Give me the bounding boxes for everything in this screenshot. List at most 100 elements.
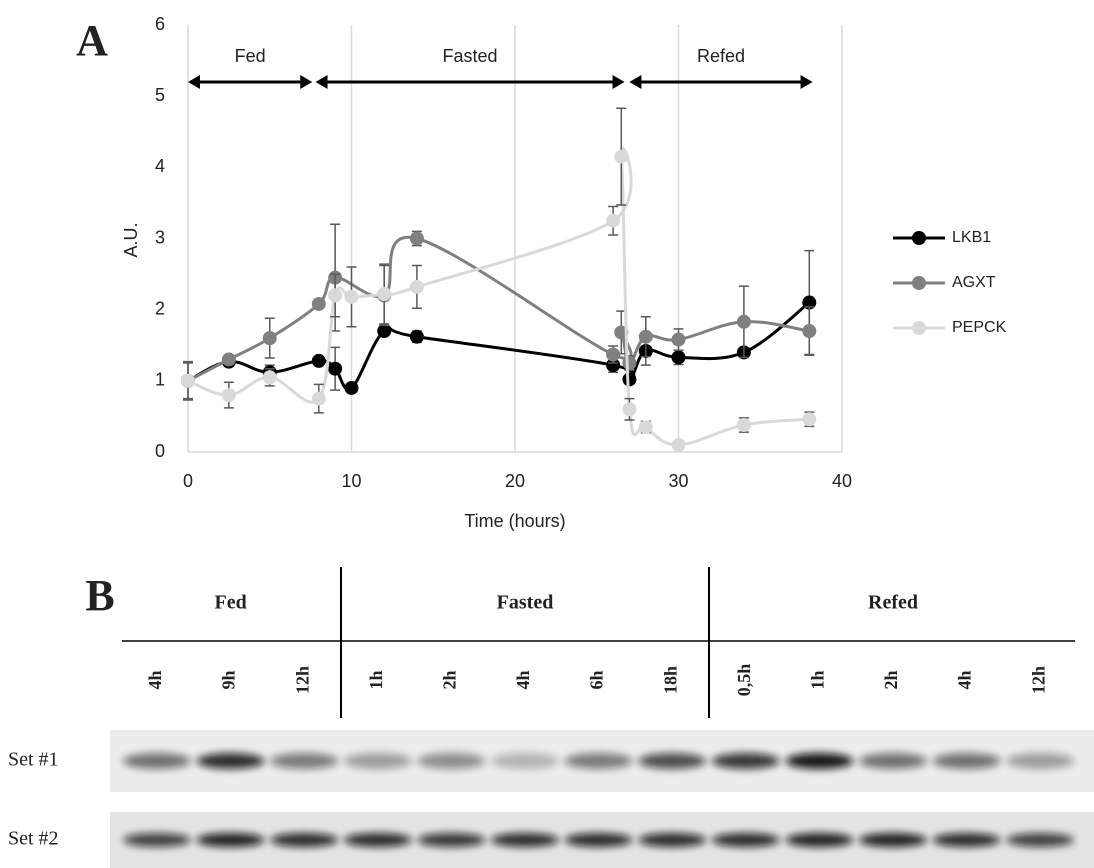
blot-band bbox=[638, 833, 707, 847]
data-point bbox=[409, 329, 424, 344]
group-label: Fasted bbox=[497, 592, 554, 614]
blot-band bbox=[343, 753, 412, 769]
lane-label: 12h bbox=[292, 666, 312, 694]
data-point bbox=[262, 370, 277, 385]
data-point bbox=[377, 324, 392, 339]
data-point bbox=[181, 373, 195, 388]
blot-band bbox=[123, 833, 191, 847]
y-tick-label: 6 bbox=[155, 14, 165, 34]
data-point bbox=[606, 347, 621, 362]
data-point bbox=[606, 213, 621, 228]
lane-label: 2h bbox=[440, 670, 460, 689]
data-point bbox=[671, 437, 686, 452]
group-label: Fed bbox=[214, 592, 246, 614]
blot-band bbox=[859, 753, 927, 769]
blot-band bbox=[859, 833, 927, 847]
data-point bbox=[221, 388, 236, 403]
data-point bbox=[262, 331, 277, 346]
data-point bbox=[671, 332, 686, 347]
lane-label: 1h bbox=[808, 670, 828, 689]
lane-label: 4h bbox=[955, 670, 975, 689]
blot-band bbox=[123, 753, 191, 769]
lane-label: 4h bbox=[145, 670, 165, 689]
y-tick-label: 5 bbox=[155, 85, 165, 105]
blot-band bbox=[638, 753, 707, 769]
lane-label: 18h bbox=[660, 666, 680, 694]
data-point bbox=[328, 288, 343, 303]
panel-label: A bbox=[76, 16, 108, 65]
blot-band bbox=[1006, 833, 1075, 847]
data-point bbox=[622, 402, 637, 417]
y-axis-label: A.U. bbox=[121, 222, 141, 257]
blot-band bbox=[711, 753, 780, 769]
series-line bbox=[187, 235, 810, 383]
blot-band bbox=[343, 833, 412, 847]
blot-band bbox=[417, 833, 486, 847]
data-point bbox=[622, 372, 637, 387]
data-point bbox=[802, 324, 817, 339]
blot-band bbox=[785, 833, 854, 847]
x-tick-label: 30 bbox=[668, 471, 688, 491]
lane-label: 2h bbox=[881, 670, 901, 689]
data-point bbox=[736, 417, 751, 432]
data-point bbox=[802, 412, 817, 427]
data-point bbox=[622, 356, 637, 371]
series-line bbox=[187, 301, 811, 391]
blot-band bbox=[1006, 753, 1075, 769]
legend-label: AGXT bbox=[952, 274, 996, 291]
row-label: Set #1 bbox=[8, 749, 59, 771]
data-point bbox=[328, 361, 343, 376]
data-point bbox=[409, 279, 424, 294]
data-point bbox=[736, 314, 751, 329]
y-tick-label: 3 bbox=[155, 227, 165, 247]
blot-band bbox=[491, 833, 559, 847]
blot-band bbox=[270, 833, 339, 847]
data-point bbox=[638, 329, 653, 344]
phase-label: Fed bbox=[235, 46, 266, 66]
blot-band bbox=[932, 833, 1001, 847]
lane-label: 0,5h bbox=[734, 664, 754, 697]
blot-band bbox=[564, 833, 633, 847]
x-tick-label: 40 bbox=[832, 471, 852, 491]
data-point bbox=[638, 420, 653, 435]
lane-label: 9h bbox=[219, 670, 239, 689]
blot-band bbox=[417, 753, 486, 769]
data-point bbox=[409, 231, 424, 246]
data-point bbox=[311, 391, 326, 406]
data-point bbox=[311, 353, 326, 368]
blot-band bbox=[711, 833, 780, 847]
row-label: Set #2 bbox=[8, 828, 59, 850]
y-tick-label: 0 bbox=[155, 441, 165, 461]
x-tick-label: 20 bbox=[505, 471, 525, 491]
lane-label: 12h bbox=[1028, 666, 1048, 694]
data-point bbox=[671, 350, 686, 365]
data-point bbox=[311, 296, 326, 311]
group-label: Refed bbox=[868, 592, 918, 614]
x-tick-label: 0 bbox=[183, 471, 193, 491]
phase-label: Fasted bbox=[443, 46, 498, 66]
lane-label: 1h bbox=[366, 670, 386, 689]
legend-label: PEPCK bbox=[952, 319, 1007, 336]
data-point bbox=[344, 289, 359, 304]
data-point bbox=[614, 149, 629, 164]
blot-band bbox=[196, 753, 265, 769]
y-tick-label: 1 bbox=[155, 370, 165, 390]
legend-marker bbox=[912, 321, 926, 335]
x-tick-label: 10 bbox=[341, 471, 361, 491]
y-tick-label: 2 bbox=[155, 298, 165, 318]
legend-marker bbox=[912, 276, 926, 290]
blot-band bbox=[564, 753, 633, 769]
blot-band bbox=[196, 833, 265, 847]
data-point bbox=[344, 380, 359, 395]
series-line bbox=[187, 146, 810, 447]
x-axis-label: Time (hours) bbox=[464, 511, 565, 531]
data-point bbox=[221, 352, 236, 367]
blot-band bbox=[491, 753, 559, 769]
lane-label: 4h bbox=[513, 670, 533, 689]
y-tick-label: 4 bbox=[155, 156, 165, 176]
data-point bbox=[606, 358, 621, 373]
blot-band bbox=[270, 753, 339, 769]
blot-band bbox=[932, 753, 1001, 769]
panel-label: B bbox=[85, 571, 114, 620]
